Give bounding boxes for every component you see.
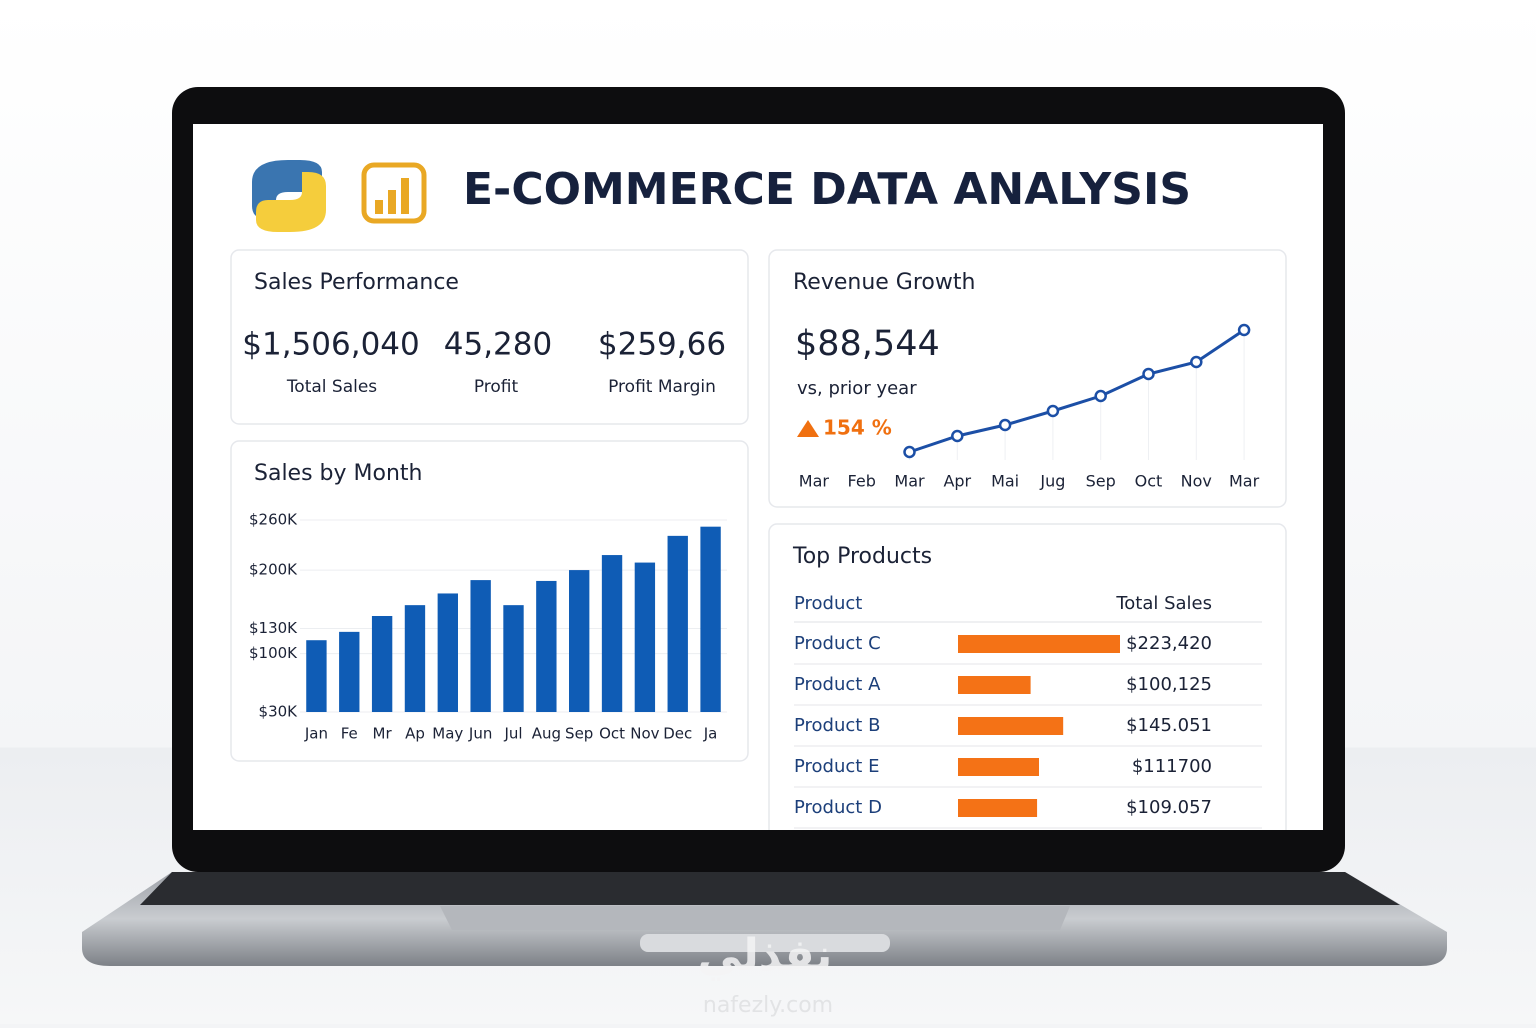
bar: [958, 717, 1064, 735]
line: [909, 328, 1245, 454]
bar: [470, 580, 491, 712]
x-tick-label: Mr: [373, 725, 393, 743]
keyboard-area: [140, 872, 1400, 905]
bar: [601, 555, 623, 712]
powerbi-icon: [361, 162, 427, 224]
kpi-value: $1,506,040: [242, 327, 420, 363]
bar: [569, 570, 590, 712]
y-tick-label: $100K: [249, 644, 298, 662]
x-tick-label: Jun: [468, 725, 492, 743]
x-tick-label: Nov: [630, 725, 659, 743]
bar: [371, 616, 393, 712]
x-tick-label: Aug: [532, 725, 561, 743]
x-tick-label: Jug: [1039, 472, 1065, 491]
bar: [536, 580, 557, 712]
card-title: Revenue Growth: [793, 270, 975, 295]
x-tick-label: Jan: [304, 725, 328, 743]
card: [230, 249, 749, 425]
growth-annotation: 154 %: [823, 416, 892, 440]
watermark-site: nafezly.com: [703, 993, 833, 1018]
point: [1094, 389, 1107, 403]
x-tick-label: Oct: [1135, 472, 1163, 491]
kpi-value: 45,280: [444, 327, 552, 363]
card-title: Sales by Month: [254, 461, 422, 486]
value-label: $223,420: [1126, 633, 1212, 654]
point: [1046, 404, 1060, 418]
x-tick-label: Dec: [663, 725, 692, 743]
subtitle: vs, prior year: [797, 378, 917, 399]
triangle-icon: [797, 420, 819, 437]
card-title: Sales Performance: [254, 270, 459, 295]
bar: [339, 631, 360, 712]
bar: [667, 535, 688, 712]
point: [998, 418, 1012, 432]
column-header: Product: [794, 593, 862, 614]
row-label: Product C: [794, 633, 881, 654]
point: [1190, 355, 1203, 369]
x-tick-label: Mai: [991, 472, 1019, 491]
x-tick-label: Oct: [599, 725, 625, 743]
point: [1142, 367, 1155, 381]
x-tick-label: Ja: [703, 725, 718, 743]
bar: [306, 640, 327, 712]
x-tick-label: May: [432, 725, 463, 743]
x-tick-label: Mar: [894, 472, 925, 491]
bar: [958, 676, 1031, 694]
kpi-label: Total Sales: [286, 377, 377, 397]
x-tick-label: Fe: [341, 725, 358, 743]
value-label: $100,125: [1126, 674, 1212, 695]
kpi-value: $88,544: [795, 324, 940, 364]
row-label: Product E: [794, 756, 879, 777]
point: [951, 429, 964, 443]
bar: [437, 593, 458, 712]
value-label: $109.057: [1126, 797, 1212, 818]
kpi-value: $259,66: [598, 327, 726, 363]
bar: [404, 605, 426, 712]
bar: [958, 635, 1120, 653]
bar: [503, 605, 524, 712]
bar: [700, 526, 721, 712]
python-icon: [252, 160, 326, 232]
y-tick-label: $30K: [259, 703, 299, 721]
hinge-notch: [640, 934, 890, 952]
x-tick-label: Apr: [943, 472, 971, 491]
card: [768, 249, 1287, 508]
dashboard-title: E-COMMERCE DATA ANALYSIS: [463, 164, 1191, 215]
point: [903, 445, 916, 459]
trackpad: [440, 906, 1070, 930]
row-label: Product B: [794, 715, 880, 736]
x-tick-label: Sep: [1086, 472, 1116, 491]
row-label: Product A: [794, 674, 881, 695]
x-tick-label: Mar: [799, 472, 830, 491]
row-label: Product D: [794, 797, 882, 818]
y-tick-label: $130K: [249, 619, 298, 637]
x-tick-label: Feb: [848, 472, 876, 491]
y-tick-label: $200K: [249, 561, 298, 579]
watermark-brand: نفذلي: [698, 930, 833, 981]
card-title: Top Products: [792, 544, 932, 569]
x-tick-label: Nov: [1181, 472, 1212, 491]
dashboard: E-COMMERCE DATA ANALYSIS Sales Performan…: [230, 160, 1287, 830]
x-tick-label: Ap: [405, 725, 425, 743]
x-tick-label: Sep: [565, 725, 593, 743]
bar: [958, 758, 1039, 776]
bar: [634, 562, 656, 712]
kpi-label: Profit Margin: [608, 377, 716, 397]
point: [1237, 323, 1251, 337]
y-tick-label: $260K: [249, 511, 298, 529]
kpi-label: Profit: [474, 377, 519, 397]
column-header: Total Sales: [1115, 593, 1212, 614]
value-label: $145.051: [1126, 715, 1212, 736]
x-tick-label: Mar: [1229, 472, 1260, 491]
bar: [958, 799, 1038, 817]
x-tick-label: Jul: [503, 725, 522, 743]
value-label: $111700: [1132, 756, 1212, 777]
